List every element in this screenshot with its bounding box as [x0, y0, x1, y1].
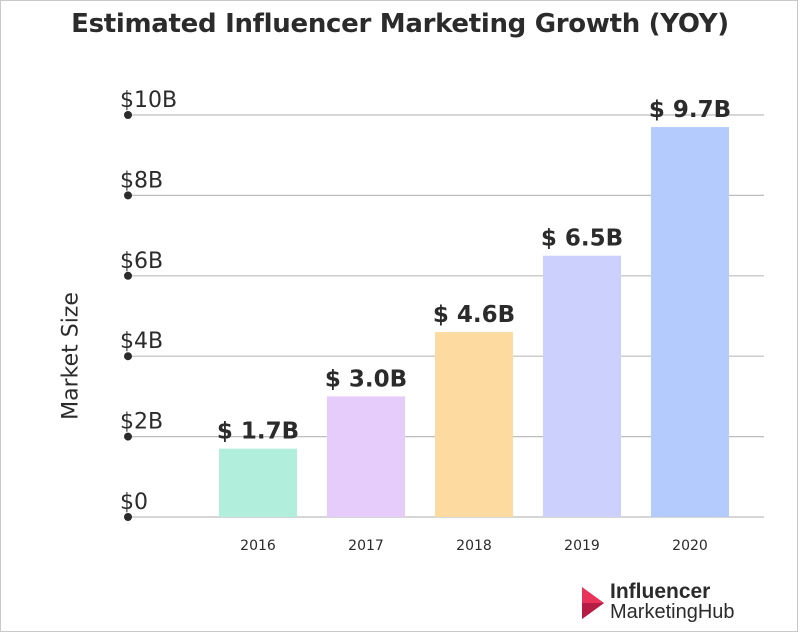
bar: [543, 255, 621, 517]
bar: [219, 448, 297, 517]
y-tick-dot: [124, 271, 132, 280]
y-tick-dot: [124, 432, 132, 441]
brand-logo: Influencer MarketingHub: [578, 580, 738, 631]
y-tick-label: $6B: [120, 249, 163, 274]
data-label: $ 9.7B: [649, 97, 731, 123]
chart-title: Estimated Influencer Marketing Growth (Y…: [71, 9, 729, 39]
bar: [651, 127, 729, 517]
y-tick-dot: [124, 111, 132, 119]
bar: [327, 396, 405, 517]
data-label: $ 1.7B: [217, 419, 299, 445]
y-tick-label: $0: [120, 490, 148, 515]
data-label: $ 6.5B: [541, 226, 623, 252]
brand-logo-icon: [582, 587, 604, 619]
y-tick-dot: [124, 191, 132, 200]
x-tick-label: 2017: [348, 538, 384, 554]
y-tick-dot: [124, 513, 132, 521]
data-label: $ 4.6B: [433, 302, 515, 328]
x-tick-label: 2018: [456, 538, 492, 554]
y-tick-label: $2B: [120, 410, 163, 435]
brand-name-line1: Influencer: [610, 580, 711, 603]
x-tick-label: 2019: [564, 538, 600, 554]
x-tick-label: 2020: [672, 538, 708, 554]
bar: [435, 332, 513, 517]
brand-name-line2: MarketingHub: [610, 601, 735, 623]
y-tick-label: $8B: [120, 168, 163, 193]
data-label: $ 3.0B: [325, 366, 407, 392]
y-tick-label: $4B: [120, 329, 163, 354]
y-tick-label: $10B: [120, 88, 177, 113]
y-tick-dot: [124, 352, 132, 361]
x-tick-label: 2016: [240, 538, 276, 554]
